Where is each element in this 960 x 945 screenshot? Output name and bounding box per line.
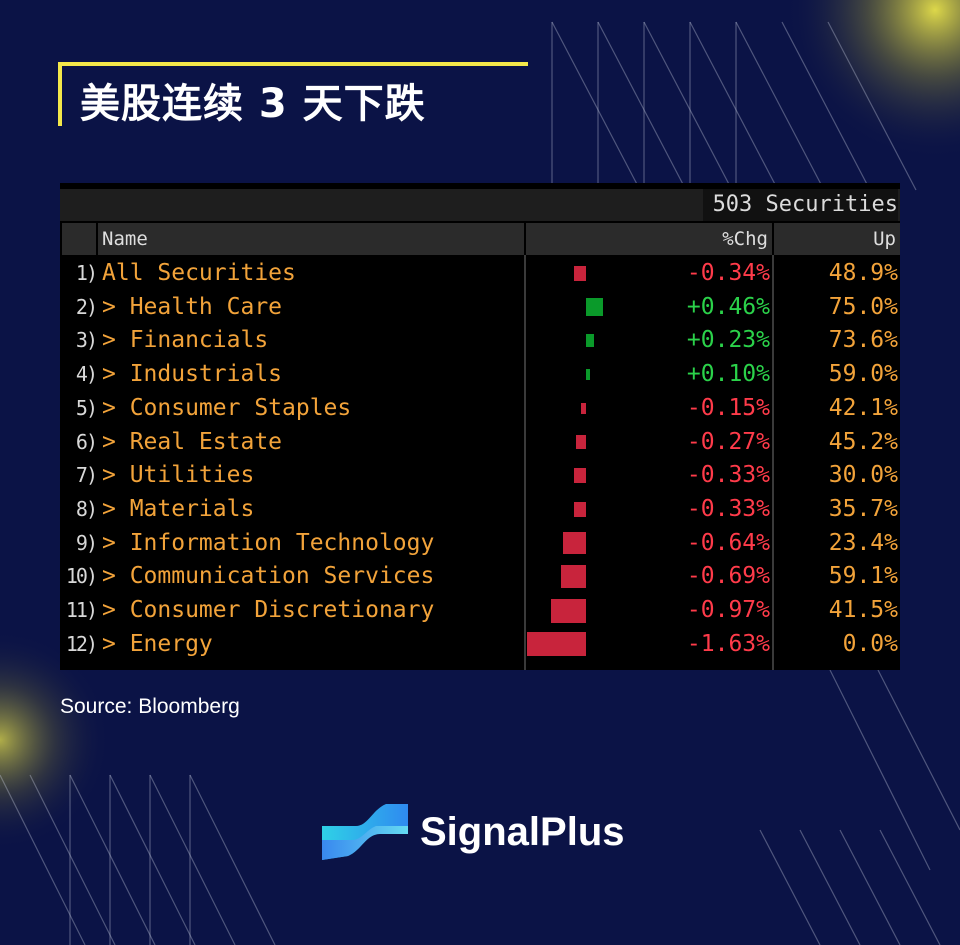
row-up-pct: 0.0% [842,630,898,657]
header-pct-change[interactable]: %Chg [526,223,772,255]
row-index: 6) [75,429,98,454]
row-up-pct: 73.6% [828,327,898,354]
row-name[interactable]: > Communication Services [102,563,435,590]
row-pct-change: -1.63% [686,630,770,657]
row-pct-change: -0.27% [686,428,770,455]
row-up-pct: 75.0% [828,293,898,320]
change-bar [586,334,595,348]
row-up-pct: 41.5% [828,597,898,623]
table-row[interactable]: 6) > Real Estate -0.27% 45.2% [60,426,900,460]
change-bar [574,501,586,517]
table-row[interactable]: 2) > Health Care +0.46% 75.0% [60,291,900,325]
page-title: 美股连续 3 天下跌 [80,81,426,127]
change-bar [562,532,586,555]
source-note: Source: Bloomberg [60,695,240,718]
change-bar [576,435,586,449]
row-pct-change: -0.64% [686,529,770,556]
change-bar [573,265,586,282]
row-up-pct: 45.2% [828,428,898,455]
change-bar [527,632,586,657]
row-name[interactable]: > Energy [102,630,213,657]
change-bar [580,402,586,414]
row-up-pct: 59.0% [828,361,898,388]
table-row[interactable]: 3) > Financials +0.23% 73.6% [60,324,900,358]
change-bar [574,468,586,484]
table-row[interactable]: 11) > Consumer Discretionary -0.97% 41.5% [60,594,900,628]
row-up-pct: 35.7% [828,495,898,522]
row-index: 7) [75,463,98,488]
column-divider [772,255,774,670]
row-pct-change: +0.10% [686,361,770,388]
row-up-pct: 30.0% [828,462,898,489]
brand-name: SignalPlus [420,810,625,854]
change-bar [551,598,586,623]
header-up[interactable]: Up [774,223,900,255]
row-name[interactable]: > Financials [102,327,269,354]
row-index: 10) [65,564,98,589]
change-bar [586,369,590,380]
row-pct-change: -0.69% [686,563,770,590]
row-pct-change: -0.34% [686,260,770,286]
row-index: 1) [75,261,98,285]
row-name[interactable]: > Utilities [102,462,255,489]
bloomberg-terminal-table: 503 Securities Name %Chg Up 1) All Securi… [60,183,900,670]
row-pct-change: -0.33% [686,462,770,489]
row-index: 11) [65,598,98,622]
table-row[interactable]: 1) All Securities -0.34% 48.9% [60,257,900,291]
row-up-pct: 42.1% [828,394,898,421]
securities-count: 503 Securities [702,189,898,221]
row-name[interactable]: > Materials [102,495,255,522]
row-pct-change: -0.97% [686,597,770,623]
row-index: 3) [75,328,98,353]
title-frame [58,62,528,126]
row-name[interactable]: > Information Technology [102,529,435,556]
row-pct-change: +0.46% [686,293,770,320]
row-index: 9) [75,530,98,555]
row-pct-change: -0.15% [686,394,770,421]
row-index: 2) [75,294,98,319]
row-name[interactable]: > Health Care [102,293,283,320]
header-name[interactable]: Name [98,223,524,255]
row-up-pct: 23.4% [828,529,898,556]
table-row[interactable]: 12) > Energy -1.63% 0.0% [60,628,900,662]
row-up-pct: 48.9% [828,260,898,286]
change-bar [561,565,586,589]
table-row[interactable]: 4) > Industrials +0.10% 59.0% [60,358,900,392]
row-name[interactable]: > Industrials [102,361,283,388]
row-name[interactable]: All Securities [102,260,296,286]
table-row[interactable]: 7) > Utilities -0.33% 30.0% [60,459,900,493]
row-name[interactable]: > Consumer Discretionary [102,597,435,623]
header-index-cell [62,223,96,255]
row-pct-change: +0.23% [686,327,770,354]
row-index: 5) [75,395,98,420]
row-index: 4) [75,362,98,387]
change-bar [586,298,603,317]
row-name[interactable]: > Consumer Staples [102,394,352,421]
row-pct-change: -0.33% [686,495,770,522]
table-row[interactable]: 5) > Consumer Staples -0.15% 42.1% [60,392,900,426]
column-divider [524,255,526,670]
table-row[interactable]: 9) > Information Technology -0.64% 23.4% [60,527,900,561]
table-header: Name %Chg Up [60,223,900,255]
row-up-pct: 59.1% [828,563,898,590]
row-name[interactable]: > Real Estate [102,428,283,455]
row-index: 8) [75,496,98,521]
signalplus-logo-icon [322,804,408,860]
table-row[interactable]: 10) > Communication Services -0.69% 59.1% [60,560,900,594]
table-row[interactable]: 8) > Materials -0.33% 35.7% [60,493,900,527]
row-index: 12) [65,631,98,656]
